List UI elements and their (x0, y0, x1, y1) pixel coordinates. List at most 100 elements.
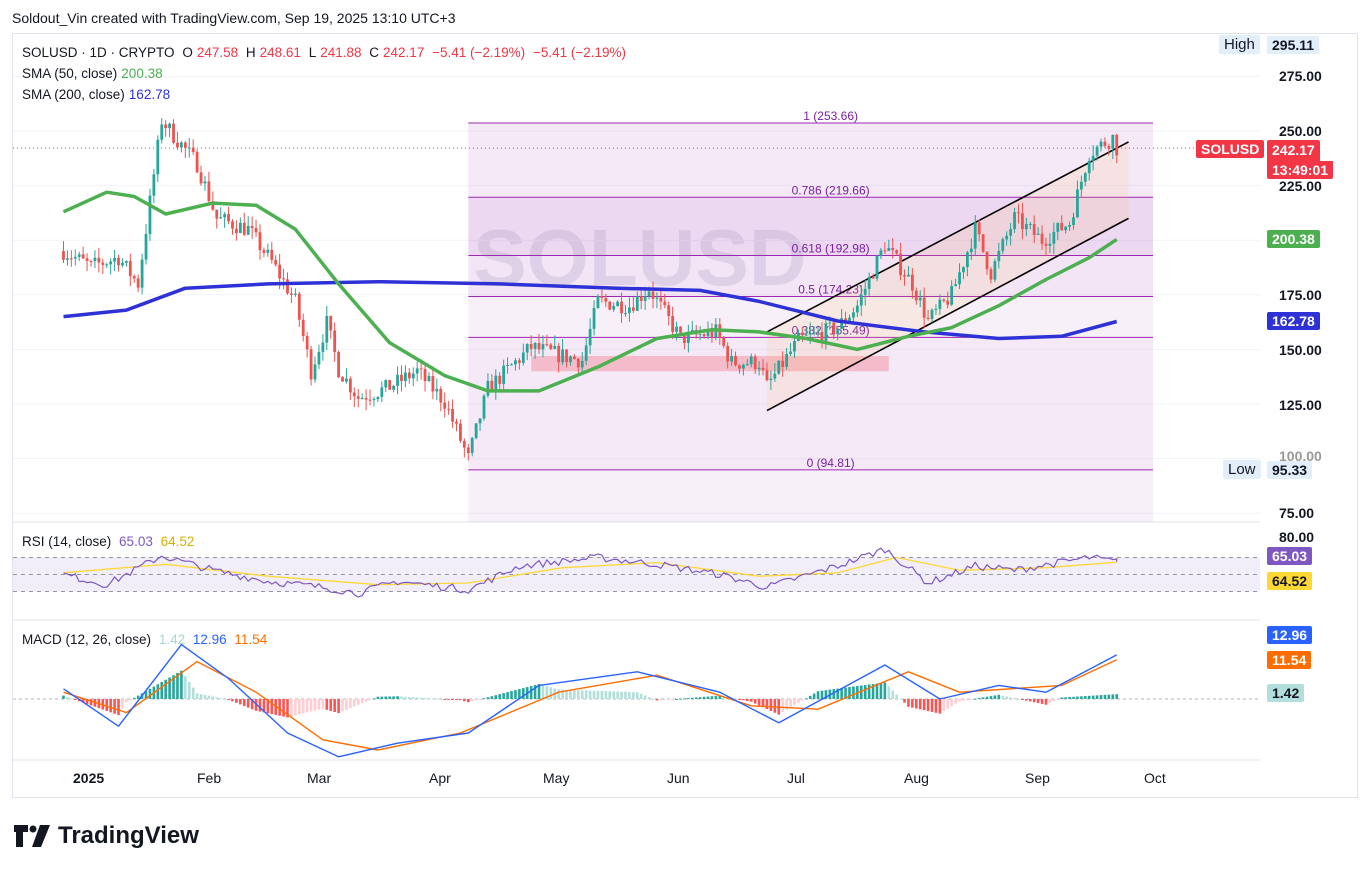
macd-histogram-bar (172, 675, 175, 699)
macd-histogram-bar (714, 695, 718, 699)
candle-body (124, 261, 128, 263)
macd-histogram-bar (1095, 695, 1099, 699)
price-tick: 75.00 (1279, 505, 1315, 521)
candle-body (451, 408, 454, 422)
macd-histogram-bar (793, 699, 796, 706)
candle-body (706, 329, 710, 337)
candle-body (883, 250, 887, 252)
candle-body (69, 258, 73, 260)
macd-label: MACD (12, 26, close) (22, 632, 152, 647)
candle-body (238, 222, 242, 234)
macd-histogram-bar (199, 694, 203, 699)
macd-histogram-bar (1115, 694, 1119, 699)
macd-histogram-bar (1005, 696, 1008, 699)
candle-body (565, 349, 568, 363)
macd-histogram-bar (993, 695, 997, 699)
candle-body (903, 275, 906, 277)
macd-histogram-bar (266, 699, 270, 714)
macd-histogram-bar (1001, 695, 1005, 699)
symbol-price-tag[interactable]: SOLUSD (1196, 140, 1265, 158)
candle-body (1087, 160, 1091, 174)
macd-histogram-bar (533, 685, 537, 699)
candle-body (502, 365, 506, 384)
macd-histogram-bar (977, 698, 981, 700)
macd-histogram-bar (958, 699, 961, 702)
candle-body (887, 248, 891, 251)
candle-body (93, 257, 97, 262)
main-legend[interactable]: SOLUSD · 1D · CRYPTO O 247.58 H 248.61 L 24… (22, 45, 630, 60)
candle-body (427, 376, 431, 382)
macd-histogram-bar (671, 699, 674, 700)
macd-histogram-bar (1013, 698, 1016, 700)
macd-histogram-bar (757, 699, 761, 706)
rsi-label: RSI (14, close) (22, 534, 112, 549)
candle-body (384, 380, 388, 388)
sma200-legend[interactable]: SMA (200, close) 162.78 (22, 87, 174, 102)
chart-frame[interactable] (12, 33, 1358, 798)
macd-histogram-bar (70, 698, 73, 700)
candle-body (541, 344, 545, 350)
macd-histogram-bar (368, 699, 372, 701)
macd-histogram-bar (478, 699, 482, 700)
price-tick: 125.00 (1279, 397, 1322, 413)
candle-body (1017, 212, 1020, 214)
candle-body (297, 293, 301, 320)
macd-histogram-bar (588, 690, 592, 699)
candle-body (899, 253, 902, 276)
macd-histogram-bar (518, 689, 521, 699)
macd-histogram-bar (337, 699, 340, 714)
macd-histogram-bar (1099, 695, 1103, 699)
fib-level-label: 0.5 (174.23) (798, 282, 863, 296)
macd-legend[interactable]: MACD (12, 26, close) 1.42 12.96 11.54 (22, 632, 271, 647)
macd-histogram-bar (537, 684, 541, 699)
candle-body (321, 342, 325, 352)
macd-histogram-bar (223, 698, 226, 700)
candle-body (278, 264, 282, 279)
candle-body (415, 368, 419, 374)
candle-body (663, 301, 667, 306)
candle-body (910, 274, 914, 291)
macd-histogram-bar (804, 698, 808, 700)
candle-body (89, 261, 93, 263)
candle-body (946, 300, 950, 305)
candle-body (832, 322, 836, 335)
legend-symbol[interactable]: SOLUSD · 1D · CRYPTO (22, 45, 175, 60)
macd-histogram-bar (639, 693, 643, 699)
candle-body (1009, 229, 1013, 236)
macd-histogram-bar (1068, 697, 1071, 699)
fib-level-label: 0.618 (192.98) (792, 242, 870, 256)
candle-body (262, 250, 266, 253)
tradingview-logo-text: TradingView (58, 822, 199, 849)
candle-body (710, 329, 714, 337)
candle-body (160, 124, 164, 140)
candle-body (494, 375, 498, 392)
candle-body (250, 225, 254, 229)
candle-body (364, 398, 368, 400)
macd-histogram-bar (144, 691, 148, 699)
sma50-legend[interactable]: SMA (50, close) 200.38 (22, 66, 167, 81)
candle-body (537, 342, 541, 350)
candle-body (474, 423, 478, 439)
candle-body (517, 360, 521, 363)
macd-histogram-bar (840, 688, 843, 699)
candle-body (1099, 141, 1103, 147)
candle-body (176, 142, 179, 148)
rsi-legend[interactable]: RSI (14, close) 65.03 64.52 (22, 534, 198, 549)
candle-body (969, 248, 973, 253)
candle-body (828, 322, 832, 324)
macd-histogram-bar (286, 699, 289, 718)
candle-body (761, 367, 765, 371)
tradingview-logo[interactable]: TradingView (14, 822, 199, 850)
signal-tag: 11.54 (1267, 651, 1312, 669)
macd-histogram-bar (294, 699, 297, 716)
candle-body (301, 319, 305, 336)
macd-histogram-bar (946, 699, 950, 709)
macd-histogram-bar (844, 687, 847, 699)
candle-body (140, 259, 144, 288)
macd-histogram-bar (506, 692, 509, 699)
macd-histogram-bar (659, 699, 663, 701)
candle-body (266, 249, 270, 253)
macd-histogram-bar (415, 697, 419, 699)
macd-histogram-bar (911, 699, 914, 708)
